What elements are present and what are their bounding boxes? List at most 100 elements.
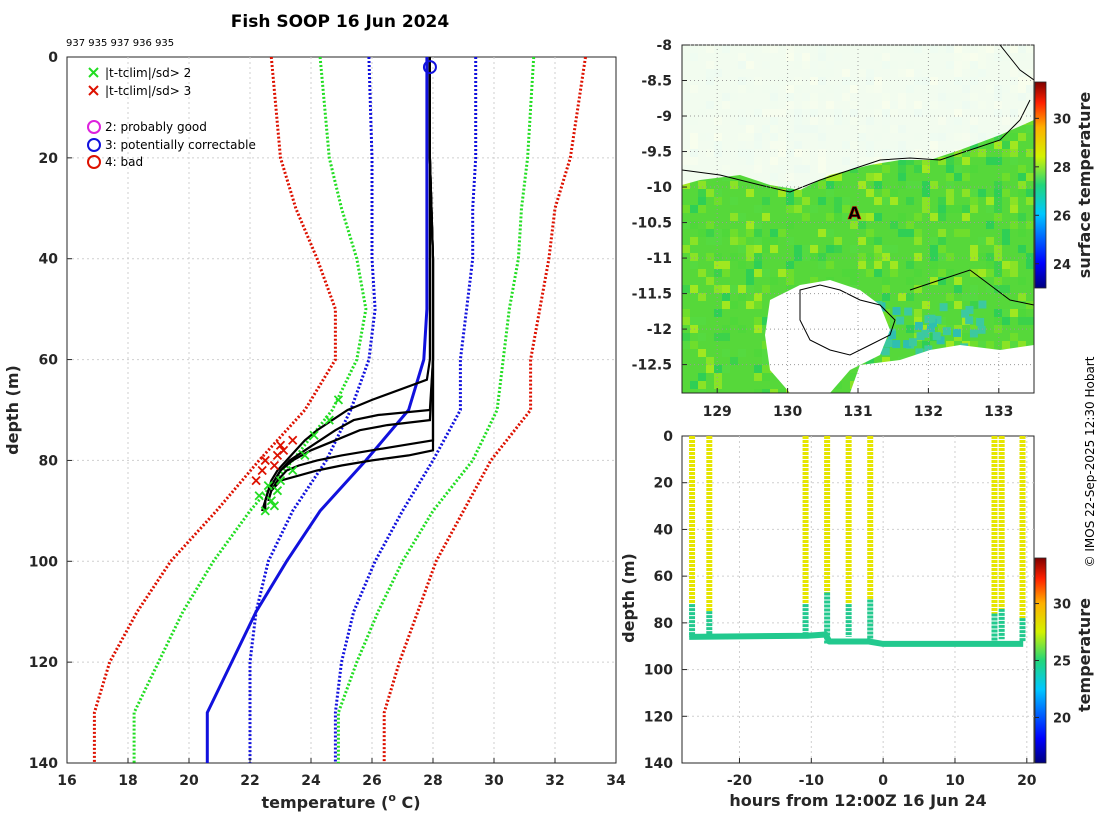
sst-cell xyxy=(762,245,770,253)
sst-cell xyxy=(762,213,770,221)
sst-cell-teal xyxy=(892,306,901,315)
sst-cell xyxy=(914,229,922,237)
sst-cell-teal xyxy=(953,328,962,337)
sst-cell xyxy=(754,301,762,309)
sst-cell xyxy=(1010,341,1018,349)
sst-cell xyxy=(930,237,938,245)
sst-cell xyxy=(842,197,850,205)
sst-cell xyxy=(922,189,930,197)
red-x-icon xyxy=(88,85,99,96)
sst-cell xyxy=(818,197,826,205)
sst-cell xyxy=(714,197,722,205)
sst-cell xyxy=(978,141,986,149)
sst-cell xyxy=(858,181,866,189)
sst-cell-teal xyxy=(969,329,978,338)
sst-cell xyxy=(1018,229,1026,237)
sst-cell xyxy=(698,189,706,197)
sst-cell xyxy=(730,357,738,365)
profile-x-label: temperature (o C) xyxy=(261,791,420,812)
sst-cell xyxy=(706,229,714,237)
sst-cell xyxy=(994,181,1002,189)
flag-red-x xyxy=(269,460,280,471)
sst-cell xyxy=(938,157,946,165)
sst-cell xyxy=(762,317,770,325)
sst-cell xyxy=(770,277,778,285)
legend-label: |t-tclim|/sd> 2 xyxy=(105,66,191,80)
sst-cell xyxy=(818,229,826,237)
sst-cell xyxy=(938,213,946,221)
profile-plot: 16 18 20 22 24 26 28 30 32 34 020406080100120140 … xyxy=(3,50,626,812)
sst-cell-teal xyxy=(924,315,933,324)
sst-cell xyxy=(914,237,922,245)
sst-cell-teal xyxy=(921,329,930,338)
sst-cell xyxy=(922,181,930,189)
sst-cell xyxy=(898,293,906,301)
sst-cell xyxy=(754,349,762,357)
profile-y-ticks: 0 20 40 60 80 100 120 140 xyxy=(29,50,72,772)
sst-cell xyxy=(1010,149,1018,157)
sst-cell-teal xyxy=(936,336,945,345)
sst-cell xyxy=(722,365,730,373)
sst-cell xyxy=(1002,285,1010,293)
sst-cell xyxy=(754,205,762,213)
sst-cell xyxy=(714,261,722,269)
map-grid xyxy=(682,44,1034,393)
sst-cell xyxy=(914,285,922,293)
sst-cell xyxy=(858,237,866,245)
sst-cell xyxy=(1026,149,1034,157)
sst-cell xyxy=(866,173,874,181)
sst-cell xyxy=(970,285,978,293)
sst-cell xyxy=(946,253,954,261)
sst-cell xyxy=(730,213,738,221)
sst-cell xyxy=(1002,229,1010,237)
sst-cell xyxy=(938,277,946,285)
blue-circle-icon xyxy=(87,138,101,152)
sst-cell xyxy=(714,189,722,197)
sst-map: 129 130 131 132 133 -8-8.5-9-9.5-10-10.5-11-… xyxy=(632,38,1094,420)
sst-cell xyxy=(1018,189,1026,197)
sst-cell xyxy=(1018,301,1026,309)
sst-cell xyxy=(922,341,930,349)
sst-cell xyxy=(698,269,706,277)
sst-cell xyxy=(754,237,762,245)
sst-cell xyxy=(1010,269,1018,277)
sst-cell xyxy=(818,261,826,269)
sst-cell xyxy=(858,261,866,269)
y-tick-label: 120 xyxy=(29,655,58,671)
sst-cell xyxy=(906,229,914,237)
sst-cell-teal xyxy=(914,321,923,330)
sst-cell xyxy=(714,253,722,261)
sst-cell xyxy=(922,165,930,173)
sst-cell xyxy=(698,349,706,357)
profile-y-label: depth (m) xyxy=(3,365,22,455)
sst-cell xyxy=(1018,245,1026,253)
sst-cell xyxy=(1010,309,1018,317)
sst-cell xyxy=(842,269,850,277)
sst-cell xyxy=(986,253,994,261)
sst-cell xyxy=(810,245,818,253)
y-tick-label: 40 xyxy=(654,522,674,538)
sst-cell xyxy=(970,205,978,213)
sst-cell-teal xyxy=(881,347,890,356)
sst-cell xyxy=(890,269,898,277)
sst-cell xyxy=(1010,133,1018,141)
sst-cell xyxy=(890,317,898,325)
sst-cell xyxy=(882,293,890,301)
sst-cell xyxy=(954,165,962,173)
sst-cell xyxy=(986,285,994,293)
map-colorbar xyxy=(1034,81,1047,289)
sst-cell xyxy=(914,181,922,189)
sst-cell xyxy=(970,197,978,205)
sst-cell xyxy=(698,293,706,301)
drop-ids: 937 935 937 936 935 xyxy=(66,38,174,49)
sst-cell xyxy=(954,301,962,309)
sst-cell xyxy=(1026,173,1034,181)
coastline-north xyxy=(682,99,1031,193)
sst-cell-teal xyxy=(888,331,897,340)
flag-green-x xyxy=(324,415,334,425)
sst-cell xyxy=(986,261,994,269)
sst-cell xyxy=(738,237,746,245)
sst-cell xyxy=(866,213,874,221)
sst-cell xyxy=(938,245,946,253)
sst-cell xyxy=(842,213,850,221)
